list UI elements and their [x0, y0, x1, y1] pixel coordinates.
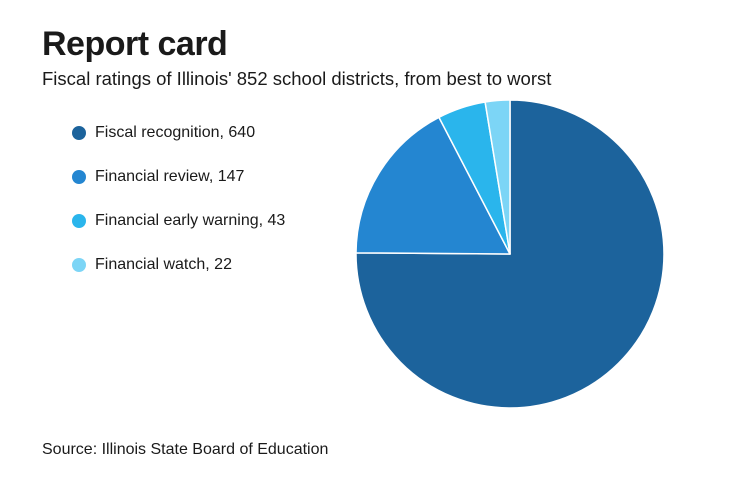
- pie-slice-fiscal-recognition: [355, 99, 665, 409]
- legend-label: Financial review, 147: [95, 168, 245, 185]
- legend-item-fiscal-recognition: Fiscal recognition, 640: [72, 122, 285, 144]
- legend-swatch: [72, 258, 86, 272]
- legend-swatch: [72, 126, 86, 140]
- legend-item-financial-review: Financial review, 147: [72, 166, 285, 188]
- legend-label: Financial watch, 22: [95, 256, 232, 273]
- pie-slice-financial-watch: [484, 99, 511, 255]
- source-note: Source: Illinois State Board of Educatio…: [42, 441, 329, 458]
- legend-label: Financial early warning, 43: [95, 212, 286, 229]
- chart-subtitle: Fiscal ratings of Illinois' 852 school d…: [42, 68, 552, 89]
- pie-slice-financial-review: [355, 116, 511, 255]
- legend: Fiscal recognition, 640 Financial review…: [72, 122, 285, 298]
- pie-chart: [355, 99, 665, 409]
- legend-label: Fiscal recognition, 640: [95, 124, 256, 141]
- legend-item-financial-early-warning: Financial early warning, 43: [72, 210, 285, 232]
- legend-swatch: [72, 214, 86, 228]
- chart-title: Report card: [42, 25, 228, 63]
- legend-item-financial-watch: Financial watch, 22: [72, 254, 285, 276]
- legend-swatch: [72, 170, 86, 184]
